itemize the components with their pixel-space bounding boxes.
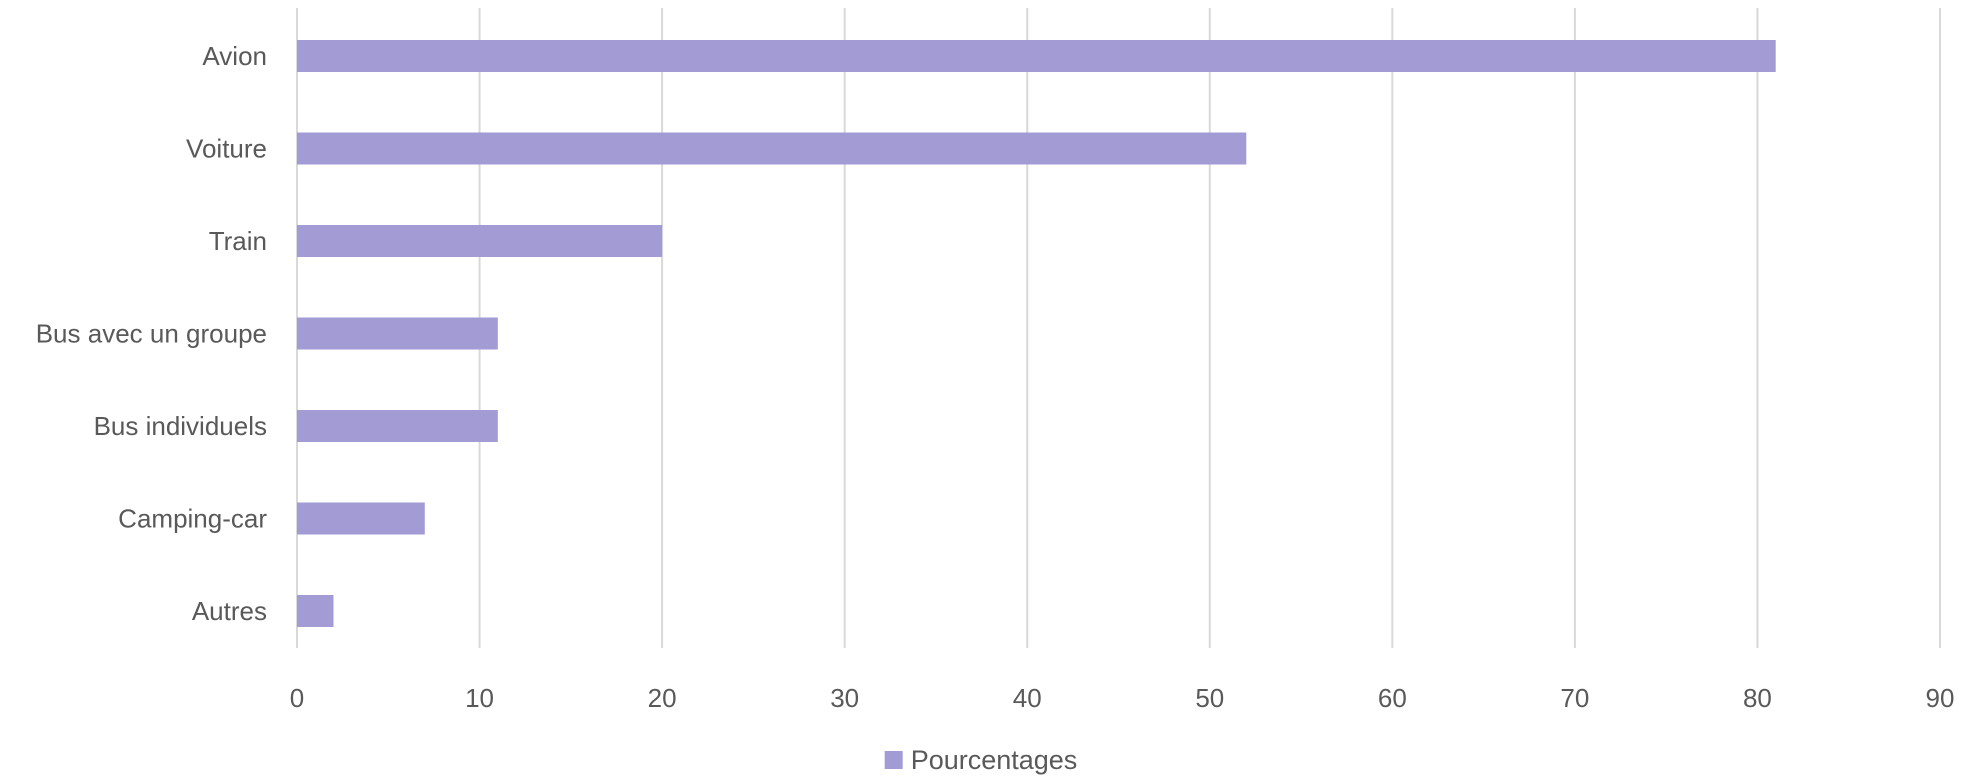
x-tick-label-70: 70: [1560, 683, 1589, 713]
legend-swatch: [885, 751, 903, 769]
category-label: Train: [209, 226, 267, 256]
category-label: Bus avec un groupe: [36, 319, 267, 349]
bar-bus-avec-un-groupe: [297, 318, 498, 350]
x-tick-label-60: 60: [1378, 683, 1407, 713]
category-label: Voiture: [186, 134, 267, 164]
category-label: Bus individuels: [94, 411, 267, 441]
legend: Pourcentages: [885, 745, 1078, 775]
x-tick-label-40: 40: [1013, 683, 1042, 713]
category-label: Avion: [202, 41, 267, 71]
bar-avion: [297, 40, 1776, 72]
legend-label: Pourcentages: [911, 745, 1078, 775]
x-tick-label-10: 10: [465, 683, 494, 713]
bar-camping-car: [297, 503, 425, 535]
x-tick-label-20: 20: [648, 683, 677, 713]
x-tick-label-30: 30: [830, 683, 859, 713]
x-tick-label-90: 90: [1926, 683, 1955, 713]
category-label: Autres: [192, 596, 267, 626]
bar-autres: [297, 595, 334, 627]
bar-voiture: [297, 133, 1246, 165]
category-axis: Avion Voiture Train Bus avec un groupe Bus i…: [36, 41, 268, 626]
bar-bus-individuels: [297, 410, 498, 442]
x-tick-label-0: 0: [290, 683, 304, 713]
category-label: Camping-car: [118, 504, 267, 534]
x-tick-label-50: 50: [1195, 683, 1224, 713]
value-axis: 0 10 20 30 40 50 60 70 80 90: [290, 683, 1955, 713]
bar-train: [297, 225, 662, 257]
x-tick-label-80: 80: [1743, 683, 1772, 713]
gridlines: [297, 8, 1940, 648]
bars: [297, 40, 1776, 627]
